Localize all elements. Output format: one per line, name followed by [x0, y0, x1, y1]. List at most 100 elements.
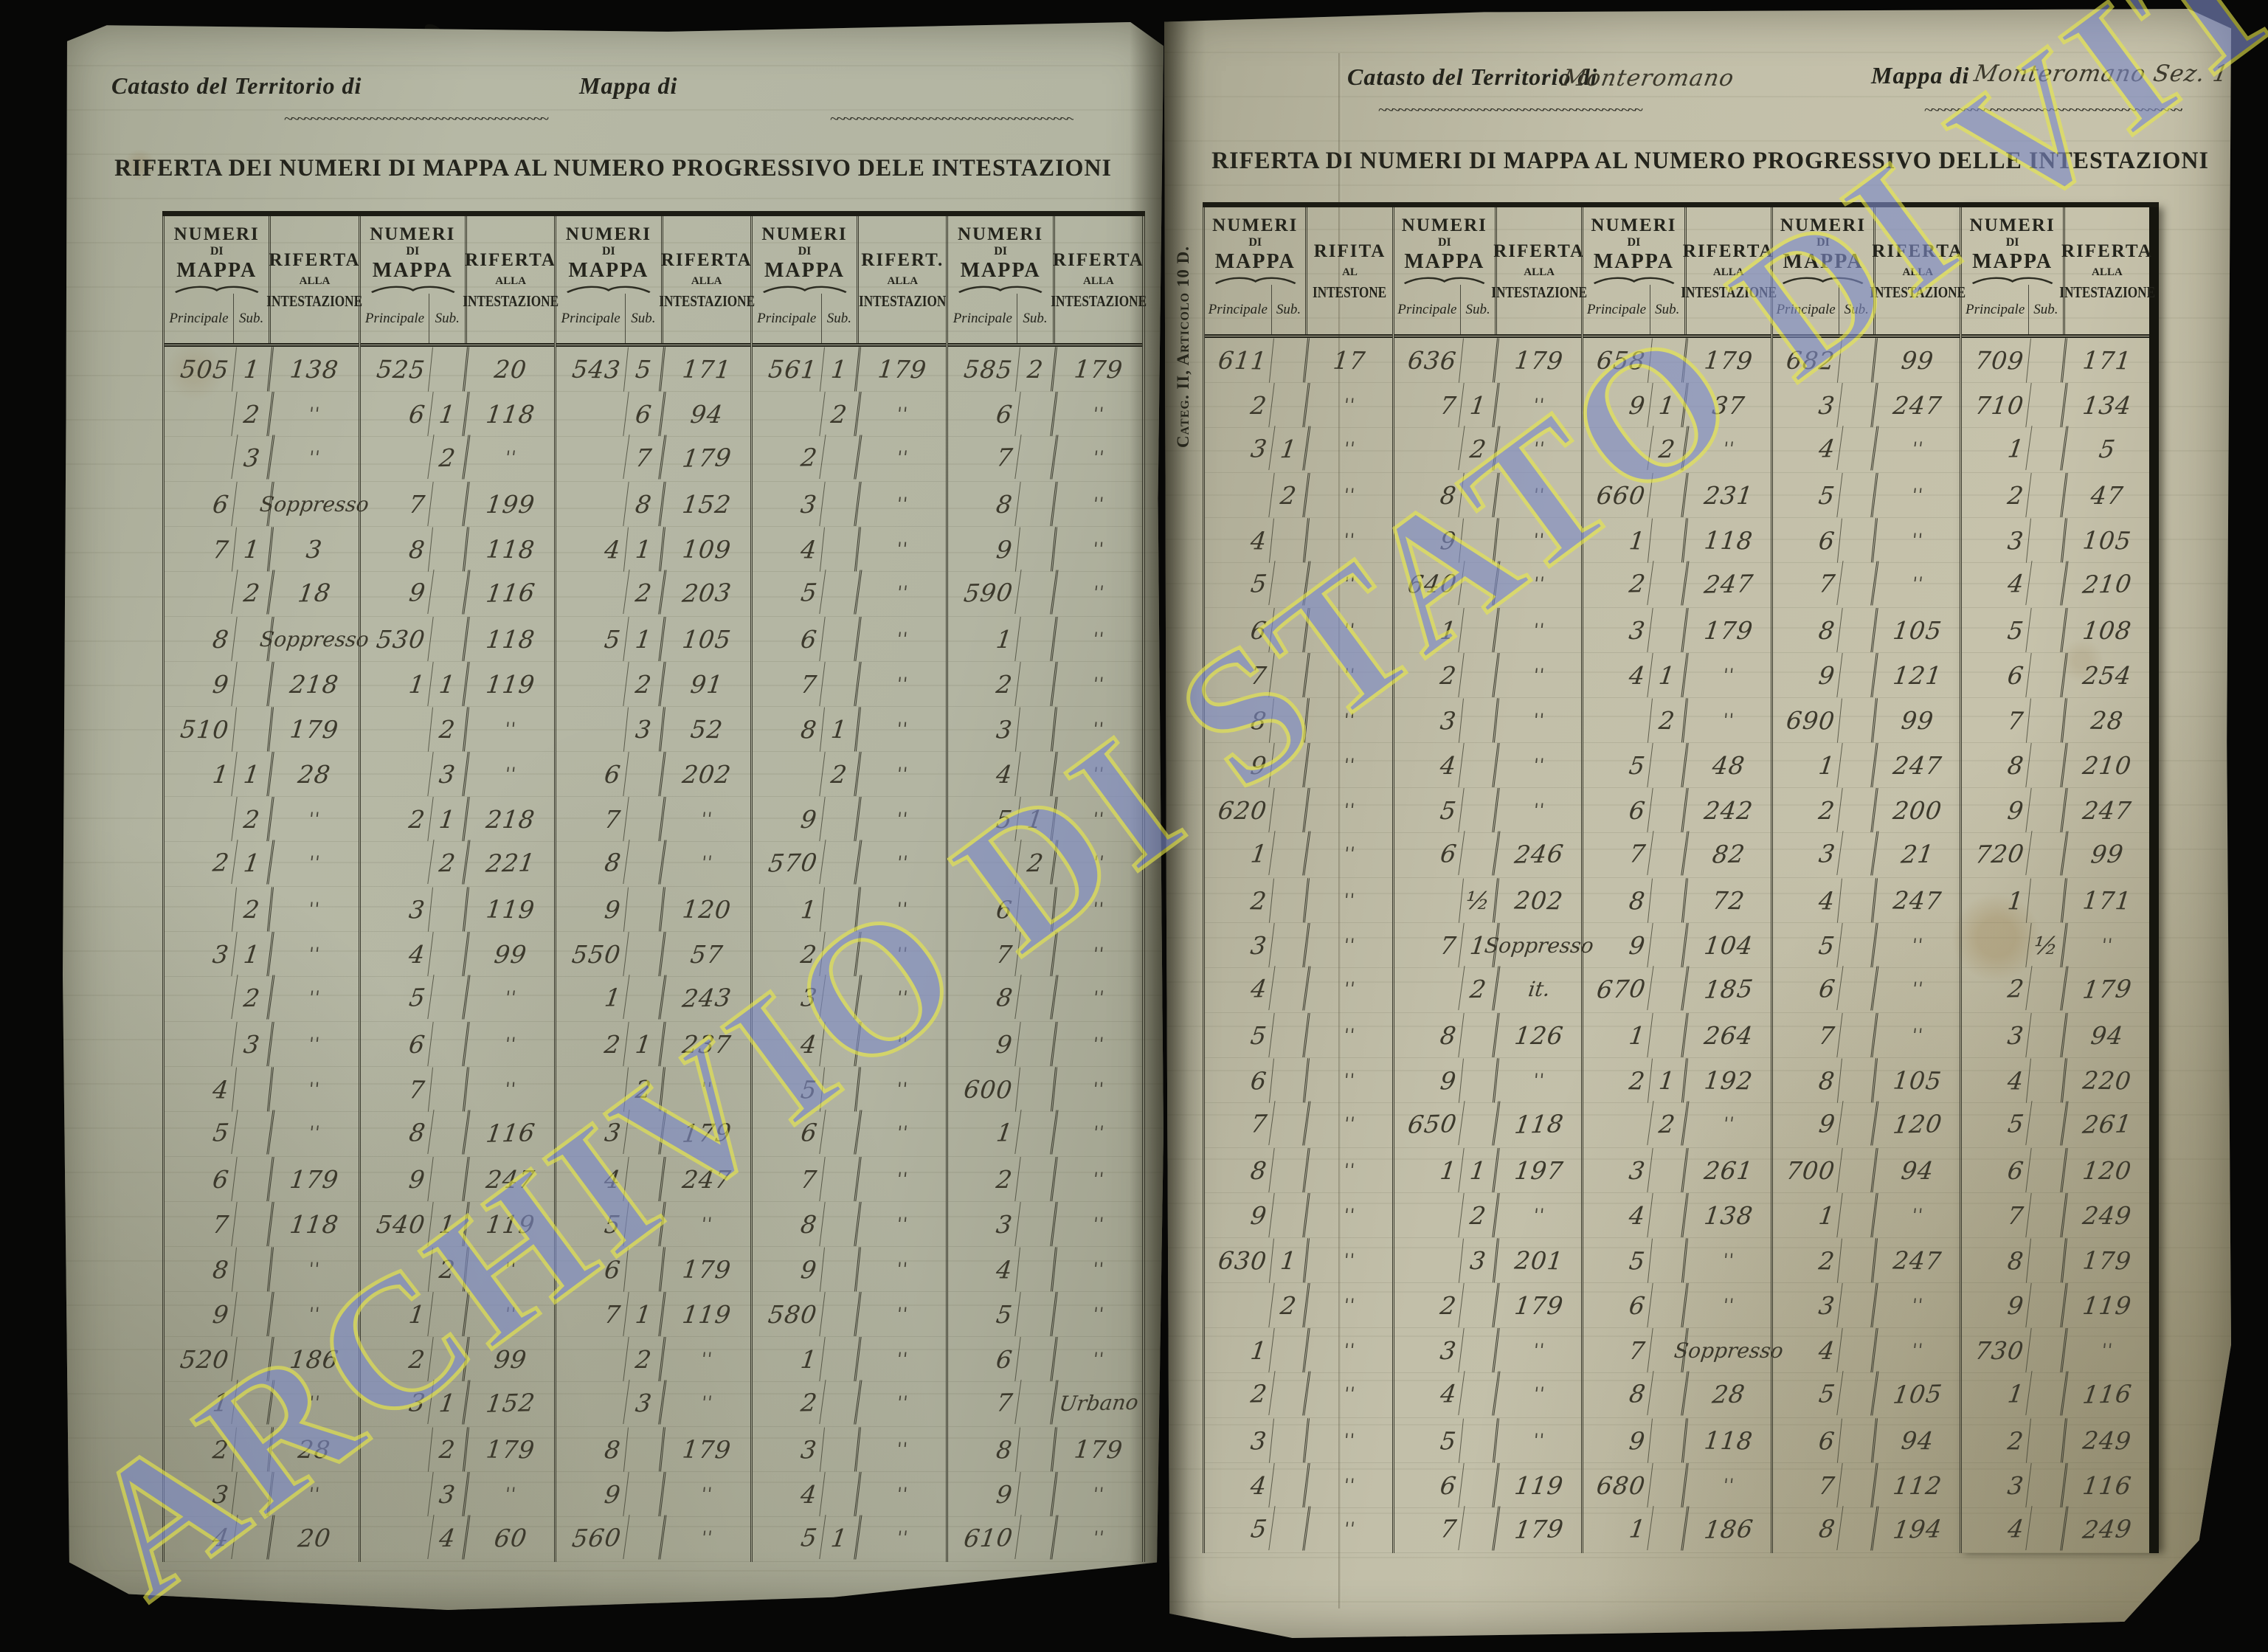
mappa-principale-cell: 4 [1391, 743, 1465, 787]
table-row: 9 104 [1580, 923, 1771, 968]
mappa-principale-cell: 4 [750, 526, 825, 572]
table-row: 9 '' [1391, 517, 1582, 563]
mappa-sub-cell [1015, 617, 1058, 661]
table-row: 2 '' [358, 1246, 555, 1292]
riferta-header: RIFERTA ALLA INTESTAZIONE [1051, 216, 1147, 343]
mappa-principale-cell: 5 [553, 617, 629, 661]
table-row: 5 '' [162, 1110, 359, 1157]
mappa-sub-cell: 1 [1459, 383, 1500, 427]
table-row: 1 118 [1581, 517, 1771, 563]
table-row: 2 '' [1580, 1101, 1771, 1148]
numeri-di-mappa-header: NUMERI DI MAPPA Principale Sub. [165, 216, 272, 343]
mappa-sub-cell [1648, 1013, 1690, 1057]
mappa-principale-cell: 7 [750, 1157, 825, 1201]
mappa-principale-cell: 8 [553, 840, 630, 885]
riferta-cell: 200 [1891, 795, 1944, 825]
riferta-cell: '' [1091, 1304, 1106, 1324]
mappa-principale-cell: 611 [1203, 337, 1275, 383]
mappa-sub-cell [1270, 697, 1310, 743]
riferta-cell: '' [1910, 1340, 1925, 1361]
mappa-principale-cell: 570 [749, 840, 826, 885]
numeri-di-mappa-header: NUMERI DI MAPPA Principale Sub. [361, 216, 468, 343]
mappa-principale-cell: 2 [749, 1380, 826, 1425]
riferta-cell: '' [1343, 1518, 1358, 1540]
table-row: 8 105 [1770, 1057, 1960, 1103]
table-row: 590 '' [945, 570, 1142, 617]
riferta-cell: '' [308, 851, 322, 874]
header-line: RIFERTA [660, 249, 753, 270]
table-row: 4 247 [1770, 877, 1960, 923]
header-line: INTESTAZIONE [1050, 291, 1147, 310]
mappa-sub-cell [1648, 1193, 1690, 1237]
table-row: 7 '' [553, 797, 750, 842]
riferta-cell: '' [1343, 843, 1358, 865]
table-row: 3 247 [1770, 383, 1960, 428]
riferta-cell: '' [1091, 538, 1105, 560]
mappa-sub-cell [1015, 932, 1058, 976]
mappa-principale-cell: 2 [1391, 653, 1465, 697]
mappa-sub-cell [232, 1066, 274, 1112]
header-line: INTESTAZIONE [463, 291, 559, 310]
mappa-sub-cell [1648, 473, 1690, 517]
mappa-principale-cell: 2 [162, 840, 238, 885]
mappa-sub-cell: 2 [623, 1337, 666, 1381]
table-row: 3 1 '' [1202, 426, 1392, 473]
table-row: 4 220 [1960, 1057, 2149, 1103]
mappa-sub-cell [1014, 1110, 1059, 1155]
riferta-header: RIFERTA ALLA INTESTAZIONE [1491, 207, 1587, 334]
table-row: 9 '' [1202, 1193, 1392, 1238]
mappa-sub-cell: 2 [1458, 966, 1501, 1012]
table-row: 9 '' [553, 1472, 750, 1517]
table-row: 3 '' [357, 752, 555, 797]
table-row: 2 it. [1391, 966, 1582, 1013]
mappa-sub-cell [623, 886, 665, 932]
riferta-cell: 179 [680, 1254, 733, 1284]
table-row: 8 179 [946, 1426, 1142, 1472]
riferta-cell: 99 [1900, 705, 1936, 735]
header-line: DI [602, 245, 615, 258]
mappa-sub-cell [1014, 1515, 1059, 1561]
riferta-cell: 52 [688, 714, 725, 744]
mappa-sub-cell [623, 797, 666, 841]
mappa-sub-cell [1015, 392, 1058, 436]
table-row: 9 1 37 [1580, 383, 1771, 428]
group-body: 636 179 7 1 '' 2 '' 8 '' 9 '' 640 '' 1 '' 2 '' 3 '' 4 '' 5 '' 6… [1391, 337, 1595, 1553]
riferta-cell: '' [896, 1258, 910, 1280]
mappa-principale-cell: 6 [945, 392, 1021, 436]
mappa-sub-cell [1837, 1148, 1878, 1192]
mappa-sub-cell [1014, 570, 1059, 615]
table-row: 4 '' [750, 526, 947, 572]
riferta-cell: '' [1532, 800, 1546, 820]
riferta-cell: '' [895, 1169, 910, 1189]
table-row: 4 210 [1959, 561, 2149, 608]
mappa-principale-cell [1391, 1237, 1464, 1283]
table-row: 8 1 '' [750, 706, 947, 752]
mappa-sub-cell [231, 1110, 274, 1155]
principale-label: Principale [1966, 301, 2025, 317]
table-row: 650 118 [1391, 1101, 1582, 1148]
mappa-principale-cell [1391, 966, 1465, 1012]
mappa-sub-cell: 3 [1459, 1237, 1500, 1283]
riferta-cell: '' [1343, 529, 1357, 551]
mappa-principale-cell: 8 [358, 526, 433, 572]
table-row: 5 1 105 [553, 617, 750, 662]
table-row: 6 '' [1580, 1283, 1771, 1328]
riferta-cell: '' [1721, 1475, 1736, 1496]
mappa-label: Mappa di [1871, 62, 1970, 89]
riferta-cell: 261 [2081, 1108, 2134, 1139]
mappa-sub-cell: 2 [623, 1066, 665, 1112]
mappa-principale-cell: 505 [162, 346, 237, 392]
mappa-sub-cell [623, 1110, 667, 1155]
group-header: NUMERI DI MAPPA Principale Sub. RIFERTA ALLA IN… [1962, 207, 2155, 338]
riferta-cell: '' [308, 1122, 322, 1144]
mappa-principale-cell [357, 1472, 433, 1516]
riferta-cell: 179 [1072, 1434, 1124, 1464]
riferta-cell: '' [1911, 438, 1926, 460]
numeri-di-mappa-header: NUMERI DI MAPPA Principale Sub. [556, 216, 663, 343]
column-group-1: NUMERI DI MAPPA Principale Sub. RIFERTA ALLA IN… [162, 216, 370, 1562]
riferta-cell: 118 [1702, 1425, 1754, 1455]
table-row: 3 21 [1769, 831, 1960, 878]
mappa-principale-cell: 6 [1580, 1283, 1654, 1327]
principale-label: Principale [1586, 301, 1647, 317]
table-row: 730 '' [1959, 1328, 2149, 1373]
